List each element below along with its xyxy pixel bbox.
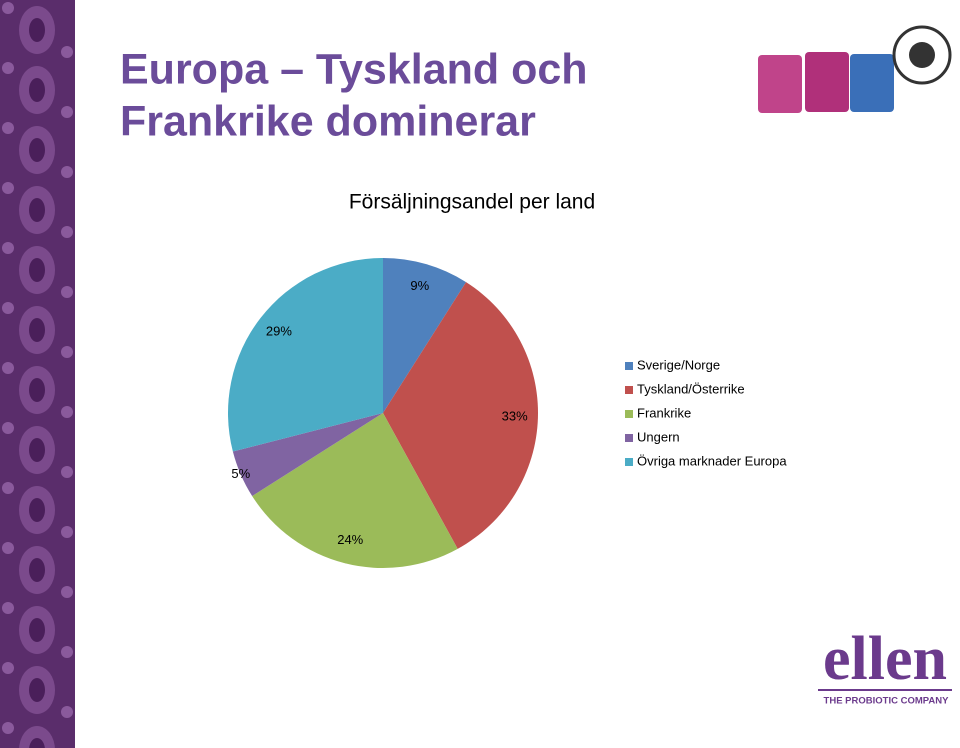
pie-slice [383,282,538,549]
legend-swatch [625,434,633,442]
decor-strip [0,0,75,748]
slide-title: Europa – Tyskland och [120,45,588,93]
slide-title: Frankrike dominerar [120,97,536,145]
legend-swatch [625,362,633,370]
data-label: 9% [410,278,429,293]
data-label: 33% [502,409,528,424]
legend-label: Tyskland/Österrike [637,381,745,396]
legend-label: Övriga marknader Europa [637,453,787,468]
product-image [758,25,952,113]
logo-brand: ellen [823,625,947,693]
data-label: 24% [337,532,363,547]
legend-label: Frankrike [637,405,691,420]
pie-slice [383,258,467,413]
pie-slice [252,413,458,568]
data-label: 5% [231,466,250,481]
legend-swatch [625,386,633,394]
legend-label: Sverige/Norge [637,357,720,372]
pie-slice [232,413,383,497]
data-label: 29% [266,324,292,339]
logo-tagline: THE PROBIOTIC COMPANY [824,696,950,707]
pie-slice [228,258,383,452]
legend-label: Ungern [637,429,680,444]
chart-title: Försäljningsandel per land [349,191,595,214]
legend-swatch [625,458,633,466]
legend-swatch [625,410,633,418]
